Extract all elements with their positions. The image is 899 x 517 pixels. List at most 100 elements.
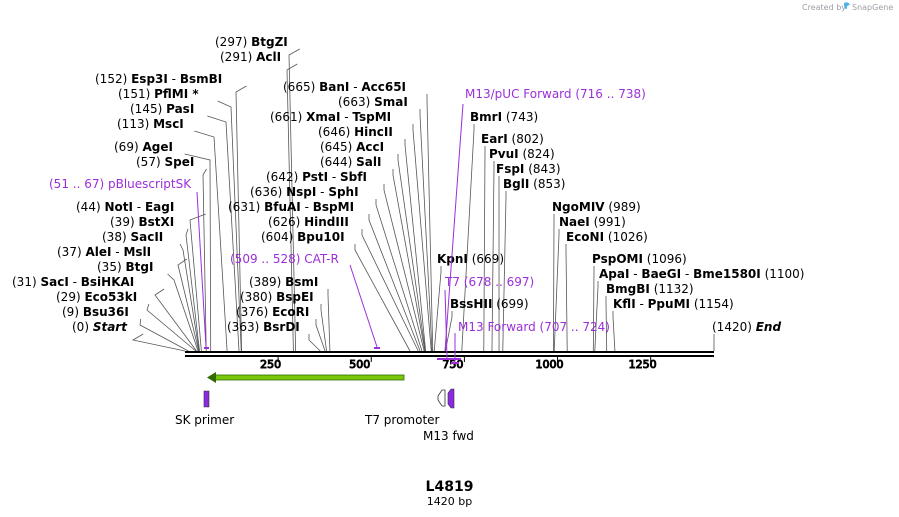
site-msci[interactable]: (113) MscI <box>117 117 184 131</box>
site-nspi[interactable]: (636) NspI - SphI <box>250 185 359 199</box>
site-psti[interactable]: (642) PstI - SbfI <box>266 170 367 184</box>
site-name: FspI <box>496 162 524 176</box>
site-hindiii[interactable]: (626) HindIII <box>268 215 349 229</box>
primer-name: pBluescriptSK <box>108 177 192 191</box>
site-fspi[interactable]: FspI (843) <box>496 162 561 176</box>
svg-text:(661) XmaI - TspMI: (661) XmaI - TspMI <box>270 110 391 124</box>
site-name: BssHII <box>450 297 492 311</box>
site-eco53ki[interactable]: (29) Eco53kI <box>56 290 137 304</box>
site-position: (9) <box>62 305 79 319</box>
site-position: (665) <box>283 80 315 94</box>
site-noti[interactable]: (44) NotI - EagI <box>76 200 174 214</box>
site-connector-line <box>461 124 475 352</box>
site-position: (145) <box>130 102 162 116</box>
site-connector-line <box>184 153 212 352</box>
primer-t7[interactable]: T7 (678 .. 697) <box>444 275 534 359</box>
site-pvui[interactable]: PvuI (824) <box>489 147 555 161</box>
site-name-2: SbfI <box>340 170 367 184</box>
site-end[interactable]: (1420) End <box>712 320 781 334</box>
site-kfli[interactable]: KflI - PpuMI (1154) <box>613 297 734 311</box>
site-name: NspI <box>286 185 316 199</box>
site-bmgbi[interactable]: BmgBI (1132) <box>606 282 694 296</box>
site-bpu10i[interactable]: (604) Bpu10I <box>261 230 345 244</box>
svg-text:BglI (853): BglI (853) <box>503 177 565 191</box>
site-acli[interactable]: (291) AclI <box>220 50 281 64</box>
site-connector-line <box>139 318 189 352</box>
site-connector-line <box>553 229 560 352</box>
site-bsshii[interactable]: BssHII (699) <box>450 297 529 311</box>
site-position: (645) <box>320 140 352 154</box>
site-saci[interactable]: (31) SacI - BsiHKAI <box>12 275 134 289</box>
primer-m13-puc-forward[interactable]: M13/pUC Forward (716 .. 738) <box>444 87 646 352</box>
site-alei[interactable]: (37) AleI - MslI <box>57 245 151 259</box>
site-bsu36i[interactable]: (9) Bsu36I <box>62 305 129 319</box>
site-name-2: BsiHKAI <box>81 275 135 289</box>
site-bsrdi[interactable]: (363) BsrDI <box>227 320 300 334</box>
site-ecori[interactable]: (376) EcoRI <box>236 305 309 319</box>
site-connector-line <box>189 213 206 352</box>
axis-tick-label: 250 <box>260 358 281 371</box>
site-connector-line <box>361 229 419 352</box>
primer-mark-m13-forward <box>451 362 459 364</box>
primer-pbluescriptsk[interactable]: (51 .. 67) pBluescriptSK <box>49 177 207 348</box>
snapgene-logo-icon <box>844 2 850 10</box>
site-ngomiv[interactable]: NgoMIV (989) <box>552 200 641 214</box>
site-bfuai[interactable]: (631) BfuAI - BspMI <box>228 200 354 214</box>
site-apai[interactable]: ApaI - BaeGI - Bme1580I (1100) <box>599 267 804 281</box>
site-sacii[interactable]: (38) SacII <box>102 230 163 244</box>
site-econi[interactable]: EcoNI (1026) <box>566 230 648 244</box>
site-btgzi[interactable]: (297) BtgZI <box>215 35 288 49</box>
site-bsmi[interactable]: (389) BsmI <box>249 275 318 289</box>
site-bstxi[interactable]: (39) BstXI <box>110 215 174 229</box>
site-bspei[interactable]: (380) BspEI <box>240 290 314 304</box>
site-hincii[interactable]: (646) HincII <box>318 125 393 139</box>
primer-range: (716 .. 738) <box>575 87 645 101</box>
primer-name: M13/pUC Forward <box>465 87 572 101</box>
site-start[interactable]: (0) Start <box>72 320 128 334</box>
site-connector-line <box>375 199 423 352</box>
site-name: Esp3I <box>131 72 168 86</box>
site-pspomi[interactable]: PspOMI (1096) <box>592 252 687 266</box>
site-pasi[interactable]: (145) PasI <box>130 102 194 116</box>
site-name: BtgI <box>125 260 153 274</box>
site-sali[interactable]: (644) SalI <box>320 155 381 169</box>
site-connector-line <box>483 146 486 352</box>
site-position: (1154) <box>694 297 734 311</box>
site-name: EarI <box>481 132 508 146</box>
site-name: ApaI <box>599 267 629 281</box>
site-connector-line <box>592 266 595 352</box>
svg-text:(631) BfuAI - BspMI: (631) BfuAI - BspMI <box>228 200 354 214</box>
site-spei[interactable]: (57) SpeI <box>136 155 194 169</box>
site-connector-line <box>177 258 200 352</box>
primer-mark-t7 <box>437 358 461 360</box>
site-eari[interactable]: EarI (802) <box>481 132 544 146</box>
site-name: PasI <box>166 102 194 116</box>
site-connector-line <box>605 296 608 352</box>
site-naei[interactable]: NaeI (991) <box>559 215 626 229</box>
site-position: (843) <box>528 162 560 176</box>
site-agei[interactable]: (69) AgeI <box>114 140 173 154</box>
site-position: (1420) <box>712 320 752 334</box>
site-bgli[interactable]: BglI (853) <box>503 177 565 191</box>
site-bani[interactable]: (665) BanI - Acc65I <box>283 80 406 94</box>
site-acci[interactable]: (645) AccI <box>320 140 384 154</box>
site-connector-line <box>207 115 240 352</box>
svg-text:(626) HindIII: (626) HindIII <box>268 215 349 229</box>
site-connector-line <box>288 48 300 352</box>
site-xmai[interactable]: (661) XmaI - TspMI <box>270 110 391 124</box>
primer-range: (678 .. 697) <box>464 275 534 289</box>
primer-m13-forward[interactable]: M13 Forward (707 .. 724) <box>454 320 610 362</box>
site-kpni[interactable]: KpnI (669) <box>437 252 504 266</box>
site-bmri[interactable]: BmrI (743) <box>470 110 538 124</box>
site-smai[interactable]: (663) SmaI <box>338 95 408 109</box>
svg-text:(665) BanI - Acc65I: (665) BanI - Acc65I <box>283 80 406 94</box>
site-btgi[interactable]: (35) BtgI <box>97 260 153 274</box>
site-pflmi[interactable]: (151) PflMI * <box>118 87 199 101</box>
site-position: (626) <box>268 215 300 229</box>
primer-cat-r[interactable]: (509 .. 528) CAT-R <box>230 252 378 348</box>
site-esp3i[interactable]: (152) Esp3I - BsmBI <box>95 72 222 86</box>
brand-created-by: Created by <box>802 3 846 12</box>
site-position: (376) <box>236 305 268 319</box>
site-position: (644) <box>320 155 352 169</box>
feature-label-m13-fwd: M13 fwd <box>423 429 474 443</box>
